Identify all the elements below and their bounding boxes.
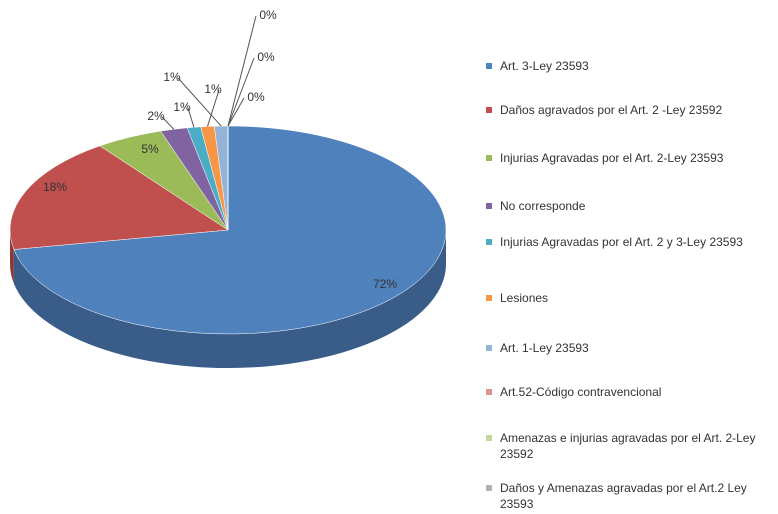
leader-line (227, 15, 257, 127)
leader-line (207, 89, 220, 127)
legend-label: Art.52-Código contravencional (500, 385, 662, 399)
legend-item: Amenazas e injurias agravadas por el Art… (486, 430, 766, 462)
legend-item: Injurias Agravadas por el Art. 2-Ley 235… (486, 150, 766, 166)
legend-label: No corresponde (500, 199, 586, 213)
legend-label: Amenazas e injurias agravadas por el Art… (500, 431, 756, 461)
leader-line (227, 57, 255, 127)
slice (9, 145, 229, 250)
leader-line (161, 116, 175, 130)
legend-item: Art. 3-Ley 23593 (486, 58, 766, 74)
slice (13, 125, 447, 335)
legend-swatch (486, 389, 492, 395)
data-label: 5% (141, 142, 159, 156)
legend-item: Daños y Amenazas agravadas por el Art.2 … (486, 480, 766, 512)
slice-side (13, 230, 446, 369)
pie-area: 72% 18% 5% 2% 1% 1% 1% 0% 0% 0% (9, 8, 447, 369)
data-label: 0% (259, 8, 277, 22)
legend-item: Lesiones (486, 290, 766, 306)
legend-swatch (486, 485, 492, 491)
data-label: 18% (43, 180, 67, 194)
legend-swatch (486, 155, 492, 161)
legend-swatch (486, 239, 492, 245)
leader-line (227, 97, 245, 127)
leader-line (187, 107, 195, 128)
legend-item: Daños agravados por el Art. 2 -Ley 23592 (486, 102, 766, 118)
legend-label: Daños agravados por el Art. 2 -Ley 23592 (500, 103, 723, 117)
data-label: 72% (373, 277, 397, 291)
legend-label: Injurias Agravadas por el Art. 2 y 3-Ley… (500, 235, 743, 249)
legend-swatch (486, 295, 492, 301)
legend-swatch (486, 203, 492, 209)
legend-label: Art. 3-Ley 23593 (500, 59, 589, 73)
data-label: 0% (257, 50, 275, 64)
legend-swatch (486, 435, 492, 441)
legend-label: Injurias Agravadas por el Art. 2-Ley 235… (500, 151, 724, 165)
legend-label: Daños y Amenazas agravadas por el Art.2 … (500, 481, 747, 511)
data-label: 1% (204, 82, 222, 96)
data-label: 1% (163, 70, 181, 84)
legend-item: Art. 1-Ley 23593 (486, 340, 766, 356)
leader-line (177, 77, 222, 127)
legend-item: No corresponde (486, 198, 766, 214)
data-label: 0% (247, 90, 265, 104)
legend-swatch (486, 63, 492, 69)
legend-swatch (486, 345, 492, 351)
slice-side (10, 230, 14, 284)
legend-item: Injurias Agravadas por el Art. 2 y 3-Ley… (486, 234, 766, 250)
legend-item: Art.52-Código contravencional (486, 384, 766, 400)
legend-swatch (486, 107, 492, 113)
legend-label: Art. 1-Ley 23593 (500, 341, 589, 355)
data-label: 1% (173, 100, 191, 114)
data-label: 2% (147, 109, 165, 123)
legend-label: Lesiones (500, 291, 549, 305)
